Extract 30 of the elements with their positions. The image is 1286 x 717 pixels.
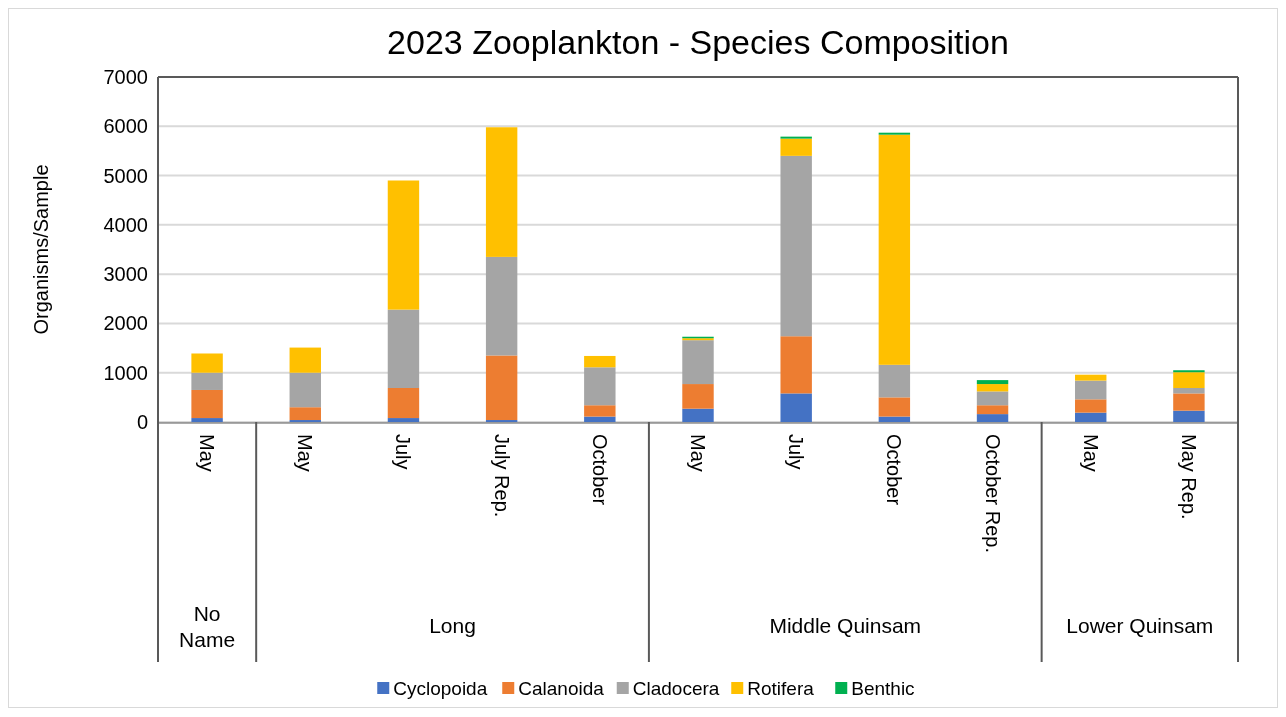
text: Long [429,614,476,638]
x-tick-label: July [785,434,808,470]
y-tick-label: 4000 [103,213,148,236]
x-tick-label: October [588,434,611,506]
y-tick-label: 2000 [103,312,148,335]
text: Middle Quinsam [769,614,922,638]
y-tick-label: 0 [136,411,148,433]
x-tick-label: May Rep. [1177,434,1200,520]
legend-label: Cyclopoida [393,677,488,699]
x-tick-label: May [196,434,219,472]
legend-label: Cladocera [632,677,720,699]
chart-title: 2023 Zooplankton - Species Composition [387,23,1009,61]
y-tick-label: 7000 [103,66,148,88]
legend-label: Benthic [851,677,915,699]
text: Lower Quinsam [1066,614,1214,638]
y-tick-label: 1000 [103,361,148,384]
text: No Name [179,602,236,652]
x-tick-label: July [392,434,415,470]
y-axis-title: Organisms/Sample [30,164,52,335]
legend-label: Rotifera [747,677,815,699]
y-tick-label: 6000 [103,115,148,138]
x-tick-label: October Rep. [981,434,1004,553]
y-tick-label: 5000 [103,164,148,187]
legend-label: Calanoida [518,677,605,699]
x-tick-label: May [294,434,317,472]
x-tick-label: May [1079,434,1102,472]
x-tick-label: May [687,434,709,472]
y-tick-label: 3000 [103,263,148,286]
x-tick-label: July Rep. [490,434,513,518]
x-tick-label: October [883,434,906,506]
